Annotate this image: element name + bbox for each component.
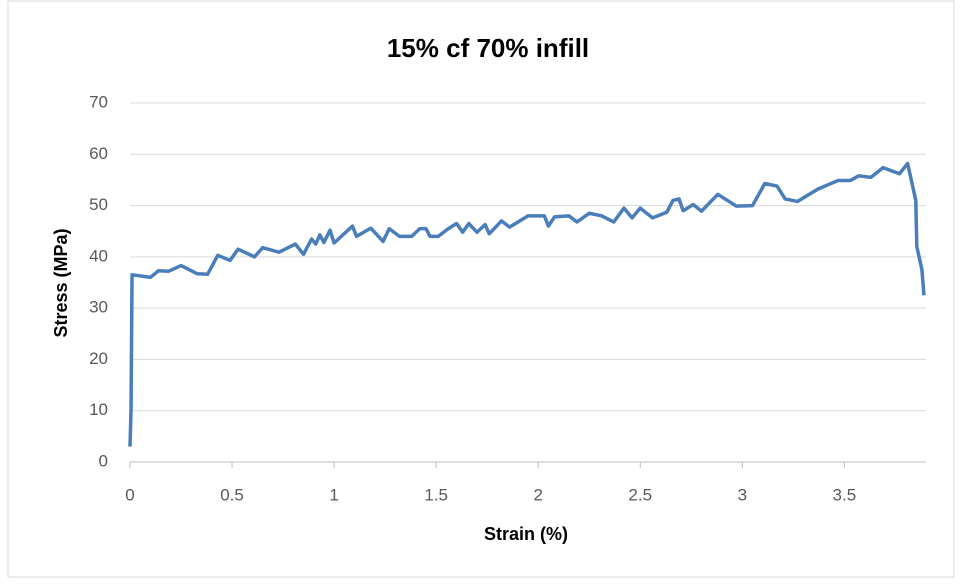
y-tick-label: 70 bbox=[89, 92, 108, 111]
x-tick-label: 0 bbox=[125, 485, 134, 504]
x-tick-label: 2.5 bbox=[628, 485, 652, 504]
y-tick-label: 30 bbox=[89, 298, 108, 317]
x-tick-label: 1 bbox=[329, 485, 338, 504]
y-tick-label: 50 bbox=[89, 195, 108, 214]
x-tick-label: 0.5 bbox=[220, 485, 244, 504]
data-line bbox=[128, 161, 926, 447]
x-tick-label: 2 bbox=[533, 485, 542, 504]
chart-title: 15% cf 70% infill bbox=[387, 33, 589, 63]
x-tick-label: 3 bbox=[738, 485, 747, 504]
y-tick-label: 60 bbox=[89, 144, 108, 163]
y-tick-label: 40 bbox=[89, 246, 108, 265]
y-tick-label: 10 bbox=[89, 400, 108, 419]
x-axis-label: Strain (%) bbox=[484, 524, 568, 544]
y-tick-label: 20 bbox=[89, 349, 108, 368]
chart-frame bbox=[7, 0, 955, 578]
y-axis-label: Stress (MPa) bbox=[51, 228, 71, 337]
y-tick-label: 0 bbox=[99, 451, 108, 470]
x-tick-label: 1.5 bbox=[424, 485, 448, 504]
x-tick-label: 3.5 bbox=[833, 485, 857, 504]
